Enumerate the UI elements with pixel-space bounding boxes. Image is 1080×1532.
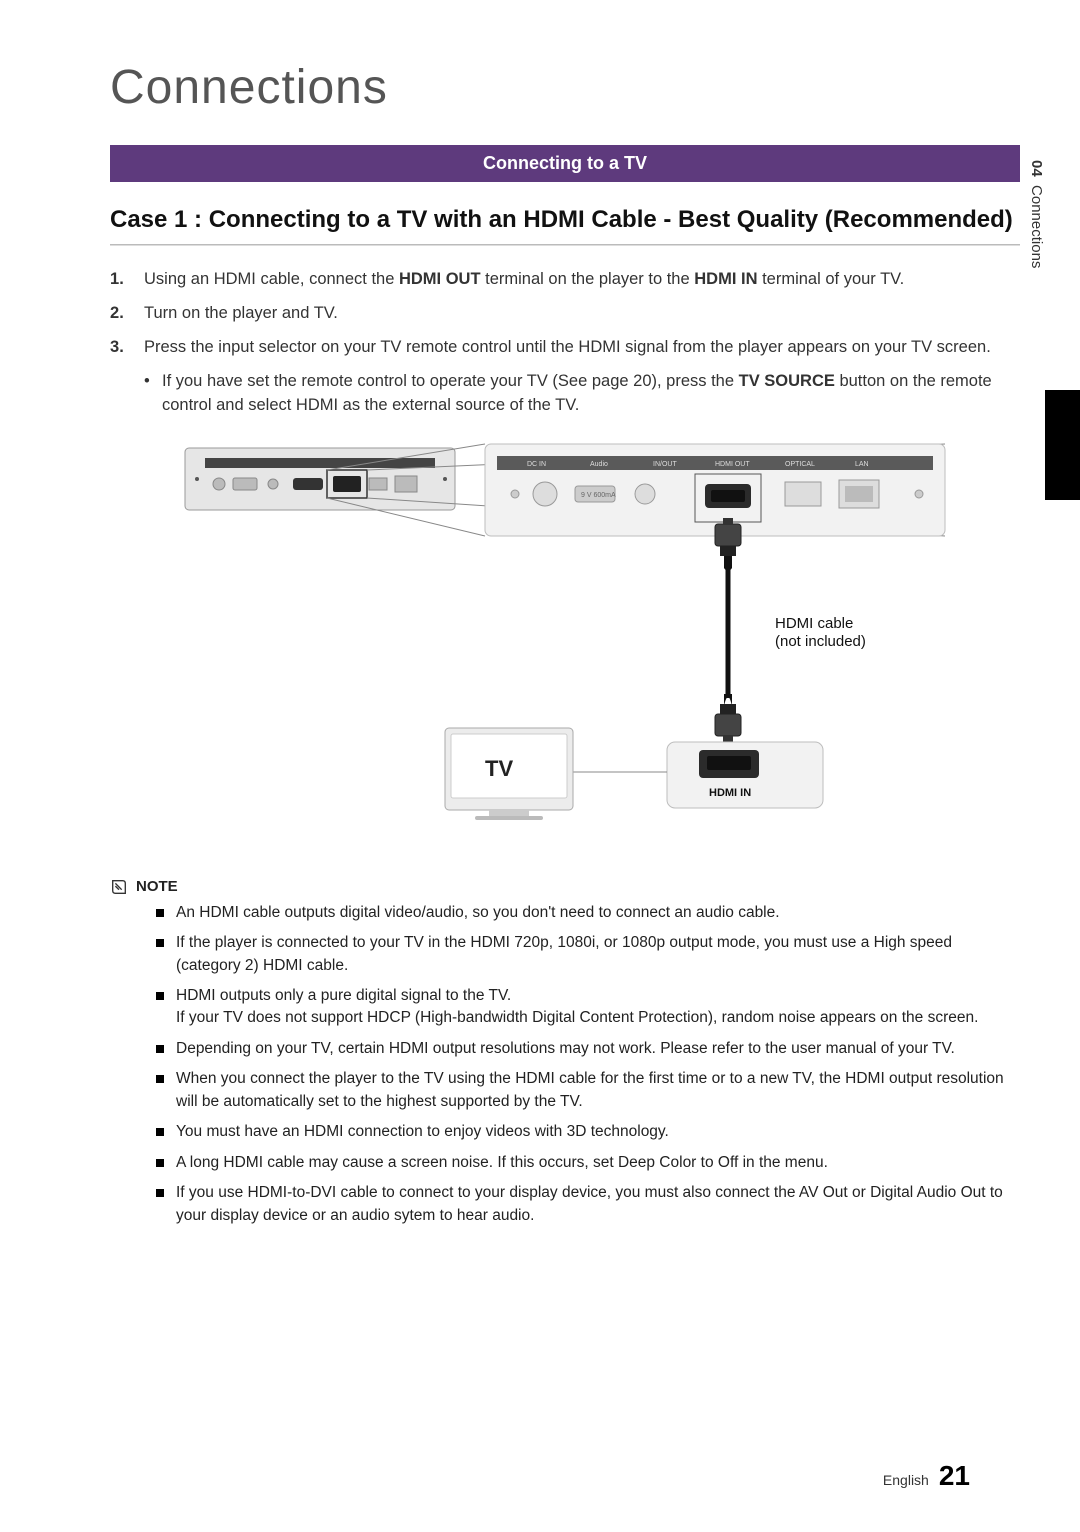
- note-4: Depending on your TV, certain HDMI outpu…: [156, 1038, 1020, 1060]
- svg-text:HDMI OUT: HDMI OUT: [715, 461, 750, 468]
- note-5: When you connect the player to the TV us…: [156, 1068, 1020, 1113]
- side-black-marker: [1045, 390, 1080, 500]
- step-3-sub-1: If you have set the remote control to op…: [144, 370, 1020, 418]
- connection-diagram: DC IN Audio IN/OUT HDMI OUT OPTICAL LAN …: [175, 438, 955, 848]
- step-1: Using an HDMI cable, connect the HDMI OU…: [110, 268, 1020, 292]
- note-1: An HDMI cable outputs digital video/audi…: [156, 902, 1020, 924]
- svg-text:9 V 600mA: 9 V 600mA: [581, 492, 616, 499]
- footer-page-number: 21: [939, 1460, 970, 1492]
- note-3: HDMI outputs only a pure digital signal …: [156, 985, 1020, 1030]
- svg-text:DC IN: DC IN: [527, 461, 546, 468]
- hdmi-in-label: HDMI IN: [709, 787, 751, 799]
- side-tab-num: 04: [1028, 160, 1045, 177]
- side-tab-label: Connections: [1028, 185, 1045, 268]
- heading-rule: [110, 244, 1020, 246]
- hdmi-cable-label-1: HDMI cable: [775, 615, 853, 632]
- section-banner: Connecting to a TV: [110, 145, 1020, 182]
- svg-text:IN/OUT: IN/OUT: [653, 461, 677, 468]
- step-3-sub: If you have set the remote control to op…: [144, 370, 1020, 418]
- side-tab: 04 Connections: [1028, 160, 1045, 268]
- note-6: You must have an HDMI connection to enjo…: [156, 1121, 1020, 1143]
- page-footer: English 21: [883, 1460, 970, 1492]
- note-2: If the player is connected to your TV in…: [156, 932, 1020, 977]
- note-8: If you use HDMI-to-DVI cable to connect …: [156, 1182, 1020, 1227]
- step-3: Press the input selector on your TV remo…: [110, 336, 1020, 418]
- footer-lang: English: [883, 1472, 929, 1488]
- tv-label: TV: [485, 756, 513, 781]
- notes-list: An HDMI cable outputs digital video/audi…: [156, 902, 1020, 1228]
- step-2: Turn on the player and TV.: [110, 302, 1020, 326]
- svg-text:Audio: Audio: [590, 461, 608, 468]
- page: 04 Connections Connections Connecting to…: [0, 0, 1080, 1532]
- tv-icon: TV: [445, 728, 573, 820]
- page-title: Connections: [110, 60, 1020, 115]
- svg-text:OPTICAL: OPTICAL: [785, 461, 815, 468]
- note-label: NOTE: [136, 878, 178, 895]
- note-7: A long HDMI cable may cause a screen noi…: [156, 1152, 1020, 1174]
- note-icon: [110, 878, 128, 896]
- case-heading: Case 1 : Connecting to a TV with an HDMI…: [110, 206, 1020, 234]
- steps-list: Using an HDMI cable, connect the HDMI OU…: [110, 268, 1020, 418]
- note-header: NOTE: [110, 878, 1020, 896]
- svg-text:LAN: LAN: [855, 461, 869, 468]
- hdmi-cable-label-2: (not included): [775, 633, 866, 650]
